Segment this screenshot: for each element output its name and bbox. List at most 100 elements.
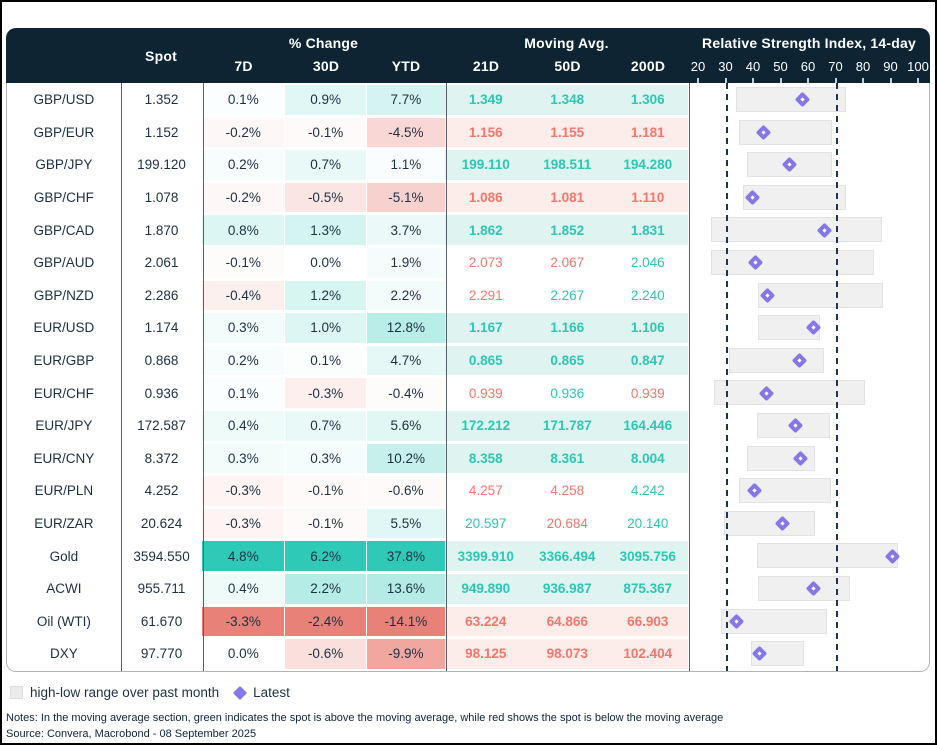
ma-21d: 172.212 (461, 418, 511, 434)
ma-50d: 198.511 (543, 157, 592, 173)
ma-21d: 949.890 (461, 581, 511, 597)
rsi-cell (688, 150, 929, 180)
pct-30d: -0.1% (285, 117, 367, 148)
table-row: EUR/PLN 4.252 -0.3% -0.1% -0.6% 4.257 4.258 4.2… (7, 476, 929, 506)
pct-30d: -2.4% (285, 606, 367, 637)
moving-avg-group: 2.073 2.067 2.046 (445, 248, 688, 278)
moving-avg-group: 1.862 1.852 1.831 (444, 215, 688, 245)
pct-ytd: 37.8% (366, 541, 445, 571)
rsi-range-bar (758, 575, 851, 601)
ma-200d: 1.831 (630, 222, 665, 238)
pct-ytd: 13.6% (366, 573, 445, 604)
table-row: Oil (WTI) 61.670 -3.3% -2.4% -14.1% 63.224 64.… (7, 606, 929, 637)
spot-value: 955.711 (137, 581, 186, 597)
ma-200d: 4.242 (630, 483, 665, 499)
table-row: GBP/NZD 2.286 -0.4% 1.2% 2.2% 2.291 2.267 2.240 (7, 280, 929, 311)
pair-name: GBP/CHF (33, 190, 94, 206)
pair-name: GBP/JPY (35, 157, 93, 173)
rsi-tick-label: 100 (907, 59, 929, 74)
pct-ytd: -9.9% (366, 639, 445, 669)
header-7d: 7D (234, 58, 253, 74)
pair-name: GBP/NZD (33, 287, 94, 303)
rsi-tick-mark (779, 78, 782, 83)
table-row: GBP/AUD 2.061 -0.1% 0.0% 1.9% 2.073 2.067 2.046 (7, 247, 929, 278)
rsi-cell (688, 509, 929, 539)
ma-200d: 3095.756 (619, 548, 676, 564)
rsi-cell (688, 639, 929, 669)
rsi-cell (688, 281, 929, 311)
rsi-tick-label: 30 (718, 59, 733, 74)
pct-7d: -0.2% (202, 117, 286, 148)
table-row: GBP/JPY 199.120 0.2% 0.7% 1.1% 199.110 198.511… (7, 150, 929, 180)
pct-7d: -0.2% (202, 182, 286, 213)
rsi-threshold-line (725, 83, 728, 671)
pct-30d: 0.9% (285, 85, 367, 115)
ma-21d: 63.224 (465, 613, 507, 629)
pct-ytd: -0.6% (366, 476, 445, 506)
rsi-cell (688, 215, 929, 245)
pct-7d: -3.3% (202, 606, 286, 637)
ma-50d: 1.348 (550, 92, 585, 108)
ma-50d: 1.155 (550, 124, 585, 140)
pct-30d: 0.3% (285, 443, 367, 474)
rsi-tick-mark (752, 78, 754, 83)
table-body: GBP/USD 1.352 0.1% 0.9% 7.7% 1.349 1.348 1.306 G… (6, 83, 930, 672)
pct-30d: -0.5% (285, 182, 367, 213)
spot-value: 1.078 (144, 190, 179, 206)
ma-50d: 64.866 (546, 613, 588, 629)
rsi-cell (688, 574, 929, 604)
ma-200d: 0.939 (630, 385, 665, 401)
legend-range-label: high-low range over past month (30, 685, 220, 700)
spot-value: 0.936 (144, 385, 179, 401)
fx-table: Spot % Change 7D 30D YTD Moving Avg. 21D… (6, 28, 930, 672)
pct-7d: -0.4% (202, 280, 286, 311)
pct-ytd: 1.9% (366, 247, 445, 278)
spot-value: 2.286 (144, 287, 179, 303)
pair-name: EUR/JPY (35, 418, 93, 434)
pair-name: GBP/AUD (33, 255, 95, 271)
pct-ytd: 5.5% (366, 508, 445, 539)
spot-value: 1.870 (144, 222, 179, 238)
ma-50d: 20.684 (546, 516, 588, 532)
pct-7d: 0.2% (202, 150, 286, 180)
pct-30d: -0.3% (285, 378, 367, 408)
table-row: EUR/ZAR 20.624 -0.3% -0.1% 5.5% 20.597 20.684 2… (7, 508, 929, 539)
spot-value: 1.174 (144, 320, 179, 336)
moving-avg-group: 98.125 98.073 102.404 (444, 639, 688, 669)
ma-200d: 1.181 (630, 124, 665, 140)
pct-7d: -0.3% (202, 508, 286, 539)
rsi-tick-mark (862, 78, 864, 83)
moving-avg-group: 1.086 1.081 1.110 (444, 182, 688, 213)
ma-21d: 4.257 (468, 483, 503, 499)
moving-avg-group: 0.939 0.936 0.939 (445, 378, 688, 408)
pair-name: EUR/GBP (33, 353, 95, 369)
rsi-tick-label: 90 (883, 59, 898, 74)
ma-200d: 875.367 (623, 581, 673, 597)
chart-legend: high-low range over past month Latest (10, 685, 290, 700)
pct-ytd: 4.7% (366, 345, 445, 376)
pct-ytd: -0.4% (366, 378, 445, 408)
ma-50d: 4.258 (550, 483, 585, 499)
rsi-cell (688, 476, 929, 506)
header-50d: 50D (554, 58, 581, 74)
rsi-range-bar (714, 380, 866, 406)
rsi-range-bar (711, 249, 874, 275)
pair-name: Oil (WTI) (36, 613, 91, 629)
source-text: Source: Convera, Macrobond - 08 Septembe… (6, 728, 257, 740)
range-swatch-icon (10, 686, 23, 699)
ma-21d: 3399.910 (457, 548, 514, 564)
pct-7d: 0.1% (202, 378, 286, 408)
ma-50d: 2.267 (550, 287, 585, 303)
pct-30d: 1.2% (285, 280, 367, 311)
ma-50d: 936.987 (542, 581, 592, 597)
pct-ytd: 10.2% (366, 443, 445, 474)
rsi-range-bar (736, 87, 847, 112)
pct-ytd: -4.5% (366, 117, 445, 148)
table-row: ACWI 955.711 0.4% 2.2% 13.6% 949.890 936.987 87… (7, 573, 929, 604)
ma-200d: 8.004 (630, 450, 665, 466)
table-row: DXY 97.770 0.0% -0.6% -9.9% 98.125 98.073 102.4… (7, 639, 929, 669)
pct-30d: -0.1% (285, 476, 367, 506)
header-30d: 30D (312, 58, 340, 74)
rsi-cell (688, 248, 929, 278)
